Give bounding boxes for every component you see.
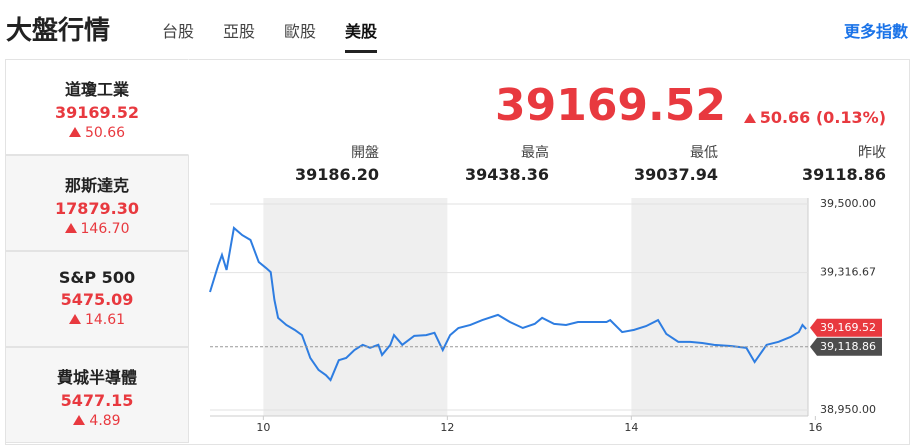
price-line bbox=[209, 226, 807, 382]
up-arrow bbox=[68, 127, 81, 137]
index-change: 146.70 bbox=[6, 221, 188, 237]
tab[interactable]: 美股 bbox=[345, 18, 378, 53]
stat: 最低 39037.94 bbox=[558, 142, 718, 184]
index-price: 5475.09 bbox=[60, 290, 134, 309]
marker-label: 39,118.86 bbox=[820, 340, 876, 353]
tab[interactable]: 歐股 bbox=[284, 22, 317, 41]
stat-value: 39186.20 bbox=[294, 165, 379, 184]
y-tick-label: 39,316.67 bbox=[820, 266, 876, 279]
marker-tag bbox=[810, 318, 882, 337]
stat: 最高 39438.36 bbox=[389, 142, 549, 184]
quote-change-text: 50.66 (0.13%) bbox=[759, 108, 886, 127]
index-price: 5477.15 bbox=[60, 391, 134, 410]
index-change: 50.66 bbox=[6, 125, 188, 141]
session-band bbox=[263, 198, 448, 416]
index-price: 39169.52 bbox=[54, 103, 139, 122]
index-change-text: 4.89 bbox=[89, 413, 121, 429]
more-link[interactable]: 更多指數 bbox=[843, 22, 908, 41]
stat: 開盤 39186.20 bbox=[219, 142, 379, 184]
index-item[interactable]: S&P 500 5475.09 14.61 bbox=[5, 251, 189, 347]
index-item[interactable]: 費城半導體 5477.15 4.89 bbox=[5, 347, 189, 443]
up-arrow bbox=[64, 223, 77, 233]
x-tick-label: 14 bbox=[624, 421, 638, 434]
stat-value: 39037.94 bbox=[633, 165, 718, 184]
index-item[interactable]: 那斯達克 17879.30 146.70 bbox=[5, 155, 189, 251]
index-price: 17879.30 bbox=[54, 199, 139, 218]
session-band bbox=[631, 198, 808, 416]
y-tick-label: 38,950.00 bbox=[820, 403, 876, 416]
x-tick-label: 12 bbox=[440, 421, 454, 434]
index-change-text: 50.66 bbox=[84, 125, 126, 141]
y-tick-label: 39,500.00 bbox=[820, 197, 876, 210]
marker-label: 39,169.52 bbox=[820, 321, 876, 334]
marker-tag bbox=[810, 337, 882, 356]
quote-change: 50.66 (0.13%) bbox=[743, 108, 886, 127]
x-tick-label: 10 bbox=[256, 421, 270, 434]
index-change-text: 146.70 bbox=[80, 221, 130, 237]
tab[interactable]: 亞股 bbox=[223, 22, 256, 41]
index-change-text: 14.61 bbox=[84, 312, 126, 328]
stat-label: 開盤 bbox=[351, 145, 379, 161]
quote-price: 39169.52 bbox=[494, 80, 726, 131]
index-name: 費城半導體 bbox=[56, 368, 137, 387]
index-item[interactable]: 道瓊工業 39169.52 50.66 bbox=[5, 59, 189, 155]
x-tick-label: 16 bbox=[808, 421, 822, 434]
page-title: 大盤行情 bbox=[6, 16, 111, 46]
index-change: 14.61 bbox=[6, 312, 188, 328]
up-arrow bbox=[73, 415, 86, 425]
up-arrow bbox=[68, 314, 81, 324]
stat-value: 39118.86 bbox=[801, 165, 886, 184]
index-name: 那斯達克 bbox=[64, 176, 129, 195]
stat-label: 最高 bbox=[521, 145, 549, 161]
tab[interactable]: 台股 bbox=[162, 22, 195, 41]
stat-label: 昨收 bbox=[858, 145, 886, 161]
stat-value: 39438.36 bbox=[464, 165, 549, 184]
up-arrow bbox=[743, 113, 756, 123]
stat-label: 最低 bbox=[690, 145, 718, 161]
index-change: 4.89 bbox=[6, 413, 188, 429]
index-name: S&P 500 bbox=[58, 268, 136, 287]
index-name: 道瓊工業 bbox=[64, 80, 129, 99]
stat: 昨收 39118.86 bbox=[726, 142, 886, 184]
